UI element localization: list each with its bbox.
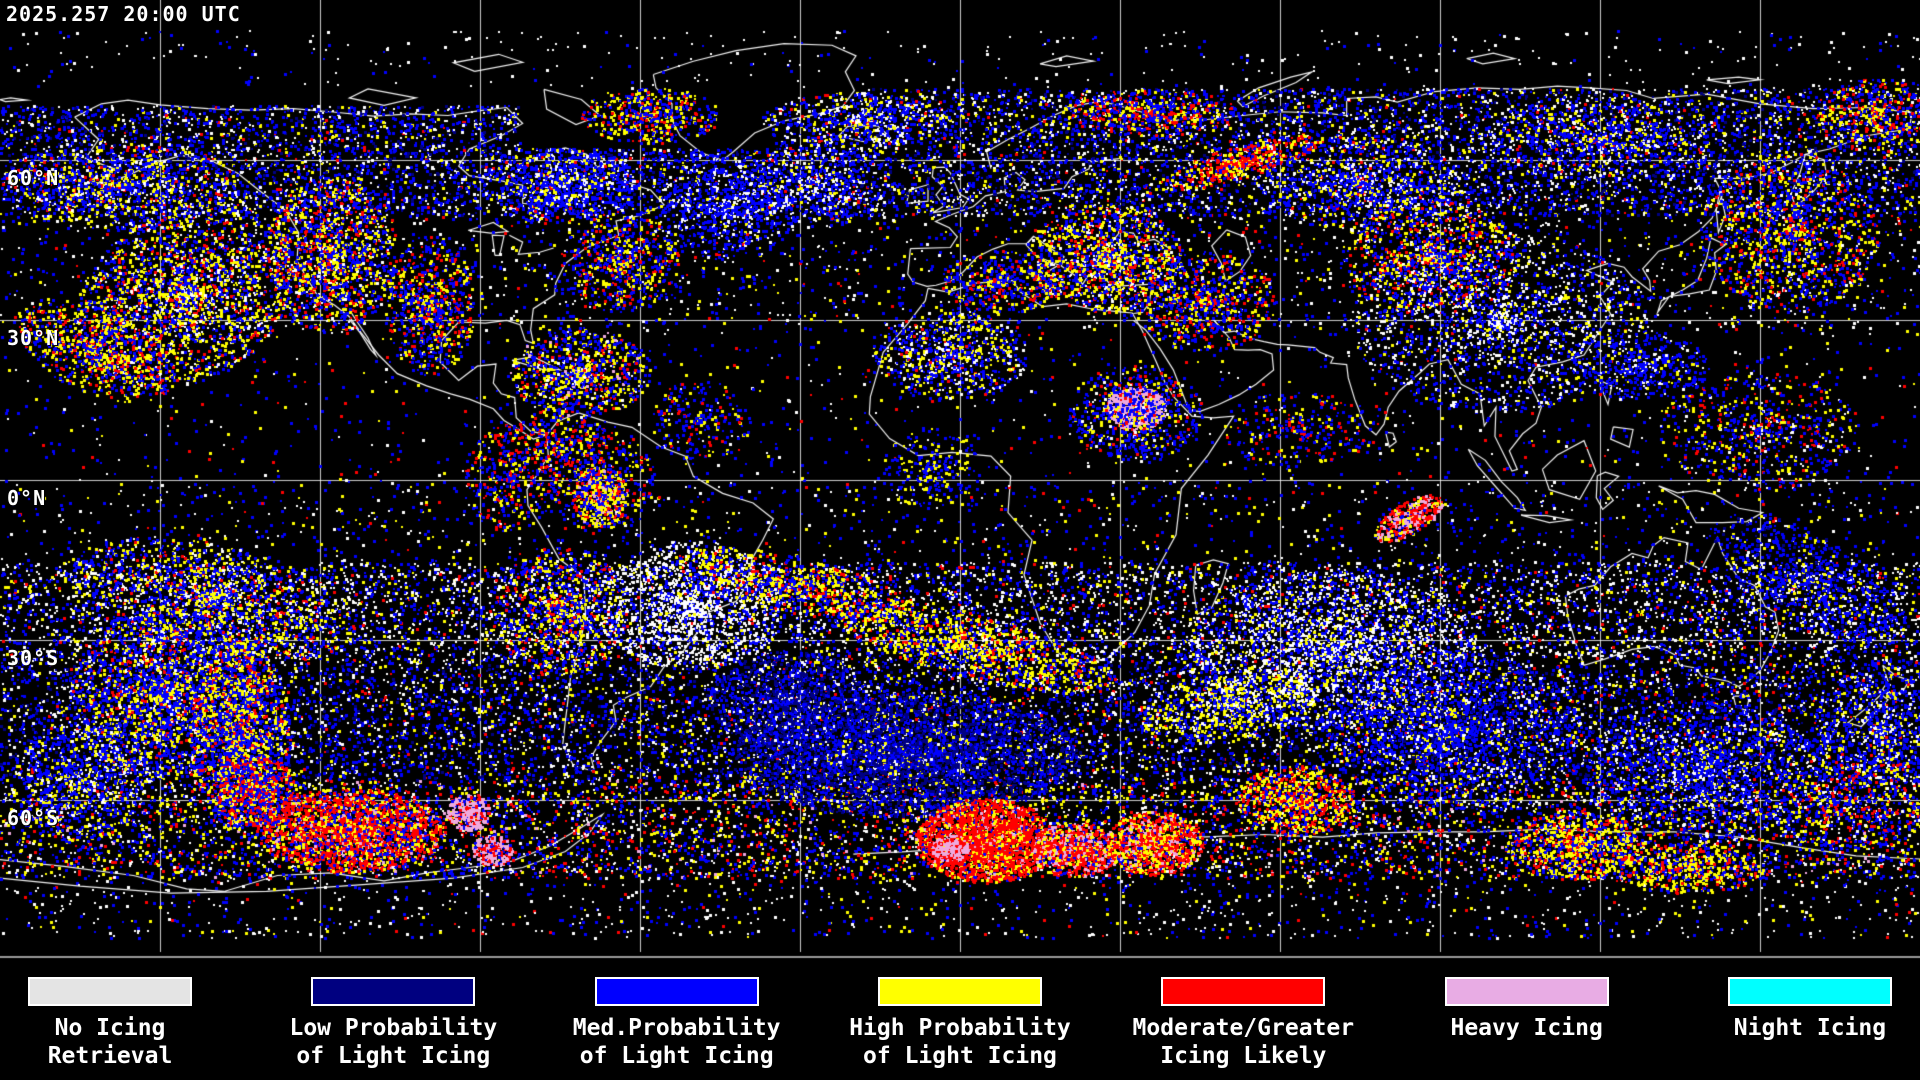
latitude-label: 60°S: [7, 806, 60, 830]
latitude-label: 0°N: [7, 486, 47, 510]
legend-item-night-icing: Night Icing: [1700, 960, 1920, 1080]
timestamp: 2025.257 20:00 UTC: [6, 2, 241, 26]
legend-item-low-prob-light-icing: Low Probability of Light Icing: [283, 960, 503, 1080]
legend-label: Low Probability of Light Icing: [289, 1015, 498, 1069]
world-icing-map: 2025.257 20:00 UTC 60°N 30°N 0°N 30°S 60°S: [0, 0, 1920, 960]
legend-label: High Probability of Light Icing: [849, 1015, 1071, 1069]
legend-item-heavy-icing: Heavy Icing: [1417, 960, 1637, 1080]
legend-swatch-high-prob-light-icing: [877, 977, 1042, 1006]
legend-swatch-med-prob-light-icing: [594, 977, 759, 1006]
legend-item-med-prob-light-icing: Med.Probability of Light Icing: [567, 960, 787, 1080]
legend-bar: No Icing Retrieval Low Probability of Light…: [0, 960, 1920, 1080]
legend-swatch-heavy-icing: [1444, 977, 1609, 1006]
legend-label: Med.Probability of Light Icing: [572, 1015, 781, 1069]
legend-swatch-low-prob-light-icing: [311, 977, 476, 1006]
map-canvas: [0, 0, 1920, 960]
legend-swatch-moderate-greater-icing: [1161, 977, 1326, 1006]
legend-label: Night Icing: [1733, 1015, 1887, 1041]
legend-swatch-no-icing-retrieval: [28, 977, 192, 1006]
latitude-label: 30°N: [7, 326, 60, 350]
legend-item-no-icing-retrieval: No Icing Retrieval: [0, 960, 220, 1080]
legend-item-moderate-greater-icing: Moderate/Greater Icing Likely: [1132, 960, 1355, 1080]
latitude-label: 30°S: [7, 646, 60, 670]
legend-label: Heavy Icing: [1450, 1015, 1603, 1041]
legend-label: Moderate/Greater Icing Likely: [1132, 1015, 1355, 1069]
legend-label: No Icing Retrieval: [47, 1015, 173, 1069]
legend-item-high-prob-light-icing: High Probability of Light Icing: [849, 960, 1071, 1080]
legend-swatch-night-icing: [1727, 977, 1892, 1006]
latitude-label: 60°N: [7, 166, 60, 190]
